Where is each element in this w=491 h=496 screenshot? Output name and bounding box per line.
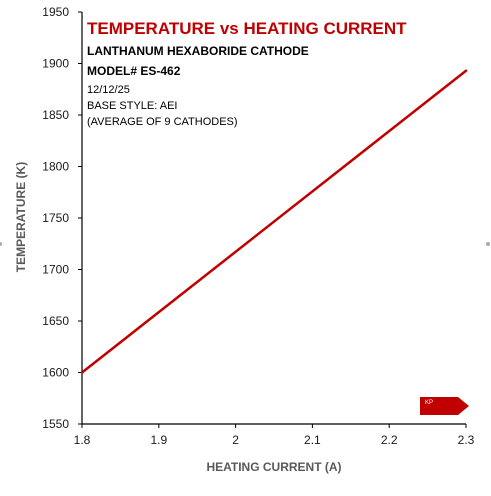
series-lines [80, 69, 468, 374]
edge-marker-right [486, 242, 490, 246]
subtitle-base-style: BASE STYLE: AEI [87, 100, 178, 112]
x-tick-label: 1.8 [74, 433, 91, 447]
kp-logo-arrow [420, 397, 469, 415]
axes [78, 11, 467, 428]
edge-marker-left [0, 242, 2, 246]
series-line [80, 69, 468, 374]
subtitle-average: (AVERAGE OF 9 CATHODES) [87, 116, 238, 128]
y-tick-label: 1900 [42, 57, 69, 71]
x-tick-label: 2.3 [458, 433, 475, 447]
y-tick-label: 1850 [42, 108, 69, 122]
y-tick-label: 1950 [42, 5, 69, 19]
y-tick-label: 1600 [42, 366, 69, 380]
x-tick-label: 2 [232, 433, 239, 447]
subtitle-model: MODEL# ES-462 [87, 64, 181, 78]
y-tick-label: 1550 [42, 417, 69, 431]
kp-logo: KP [420, 397, 469, 415]
chart-title: TEMPERATURE vs HEATING CURRENT [87, 19, 407, 38]
kp-logo-text: KP [425, 400, 433, 406]
x-tick-label: 2.2 [381, 433, 398, 447]
y-tick-label: 1750 [42, 211, 69, 225]
tick-labels: 1550 1600 1650 1700 1750 1800 1850 1900 1950 1.8 1… [42, 5, 474, 447]
y-tick-label: 1700 [42, 263, 69, 277]
subtitle-cathode: LANTHANUM HEXABORIDE CATHODE [87, 44, 309, 58]
y-tick-label: 1650 [42, 314, 69, 328]
y-axis-title: TEMPERATURE (K) [14, 162, 28, 272]
x-axis-title: HEATING CURRENT (A) [206, 460, 341, 474]
x-tick-label: 1.9 [150, 433, 167, 447]
x-tick-label: 2.1 [304, 433, 321, 447]
y-tick-label: 1800 [42, 160, 69, 174]
subtitle-date: 12/12/25 [87, 84, 130, 96]
